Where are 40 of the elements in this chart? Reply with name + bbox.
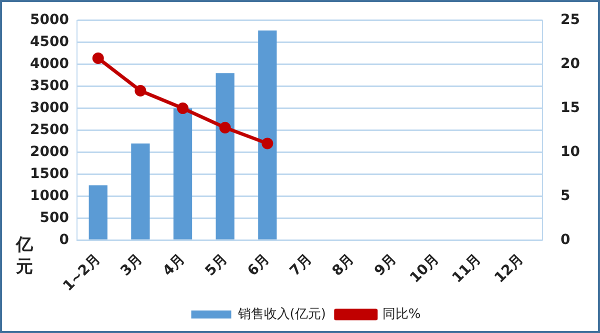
legend-label: 同比% (382, 306, 421, 322)
y2-tick-label: 10 (560, 144, 580, 160)
x-tick-label: 11月 (449, 251, 484, 286)
x-tick-label: 4月 (160, 251, 188, 280)
y2-tick-label: 20 (560, 56, 580, 72)
point (177, 102, 189, 114)
y-tick-label: 1500 (30, 166, 70, 182)
point (92, 52, 104, 64)
bar (173, 108, 192, 240)
x-tick-label: 7月 (287, 251, 316, 280)
y-tick-label: 2500 (30, 122, 70, 138)
legend-label: 销售收入(亿元) (236, 306, 326, 322)
bar (258, 30, 277, 240)
x-tick-label: 6月 (244, 251, 273, 280)
y-tick-label: 3000 (30, 100, 70, 116)
x-tick-label: 12月 (492, 251, 527, 286)
y-tick-label: 500 (40, 210, 70, 226)
x-tick-label: 3月 (118, 251, 146, 280)
point (262, 138, 274, 150)
y-tick-label: 2000 (30, 144, 70, 160)
y2-tick-label: 25 (560, 12, 580, 28)
y-tick-label: 4000 (30, 56, 70, 72)
y-tick-label: 5000 (30, 12, 70, 28)
x-tick-label: 8月 (329, 251, 358, 280)
y-tick-label: 1000 (30, 188, 70, 204)
x-tick-label: 9月 (372, 251, 400, 280)
bar (131, 143, 150, 240)
bar (216, 73, 234, 240)
y2-tick-label: 5 (560, 188, 570, 204)
point (134, 84, 146, 96)
y-tick-label: 0 (59, 232, 70, 248)
y2-tick-label: 15 (560, 100, 580, 116)
y-tick-label: 4500 (30, 34, 70, 50)
x-tick-label: 10月 (407, 251, 442, 286)
y-axis-title: 亿元 (16, 234, 34, 278)
y-tick-label: 3500 (30, 78, 70, 94)
bar (88, 185, 108, 240)
y2-tick-label: 0 (560, 232, 571, 248)
x-tick-label: 5月 (202, 251, 230, 280)
point (219, 122, 231, 134)
